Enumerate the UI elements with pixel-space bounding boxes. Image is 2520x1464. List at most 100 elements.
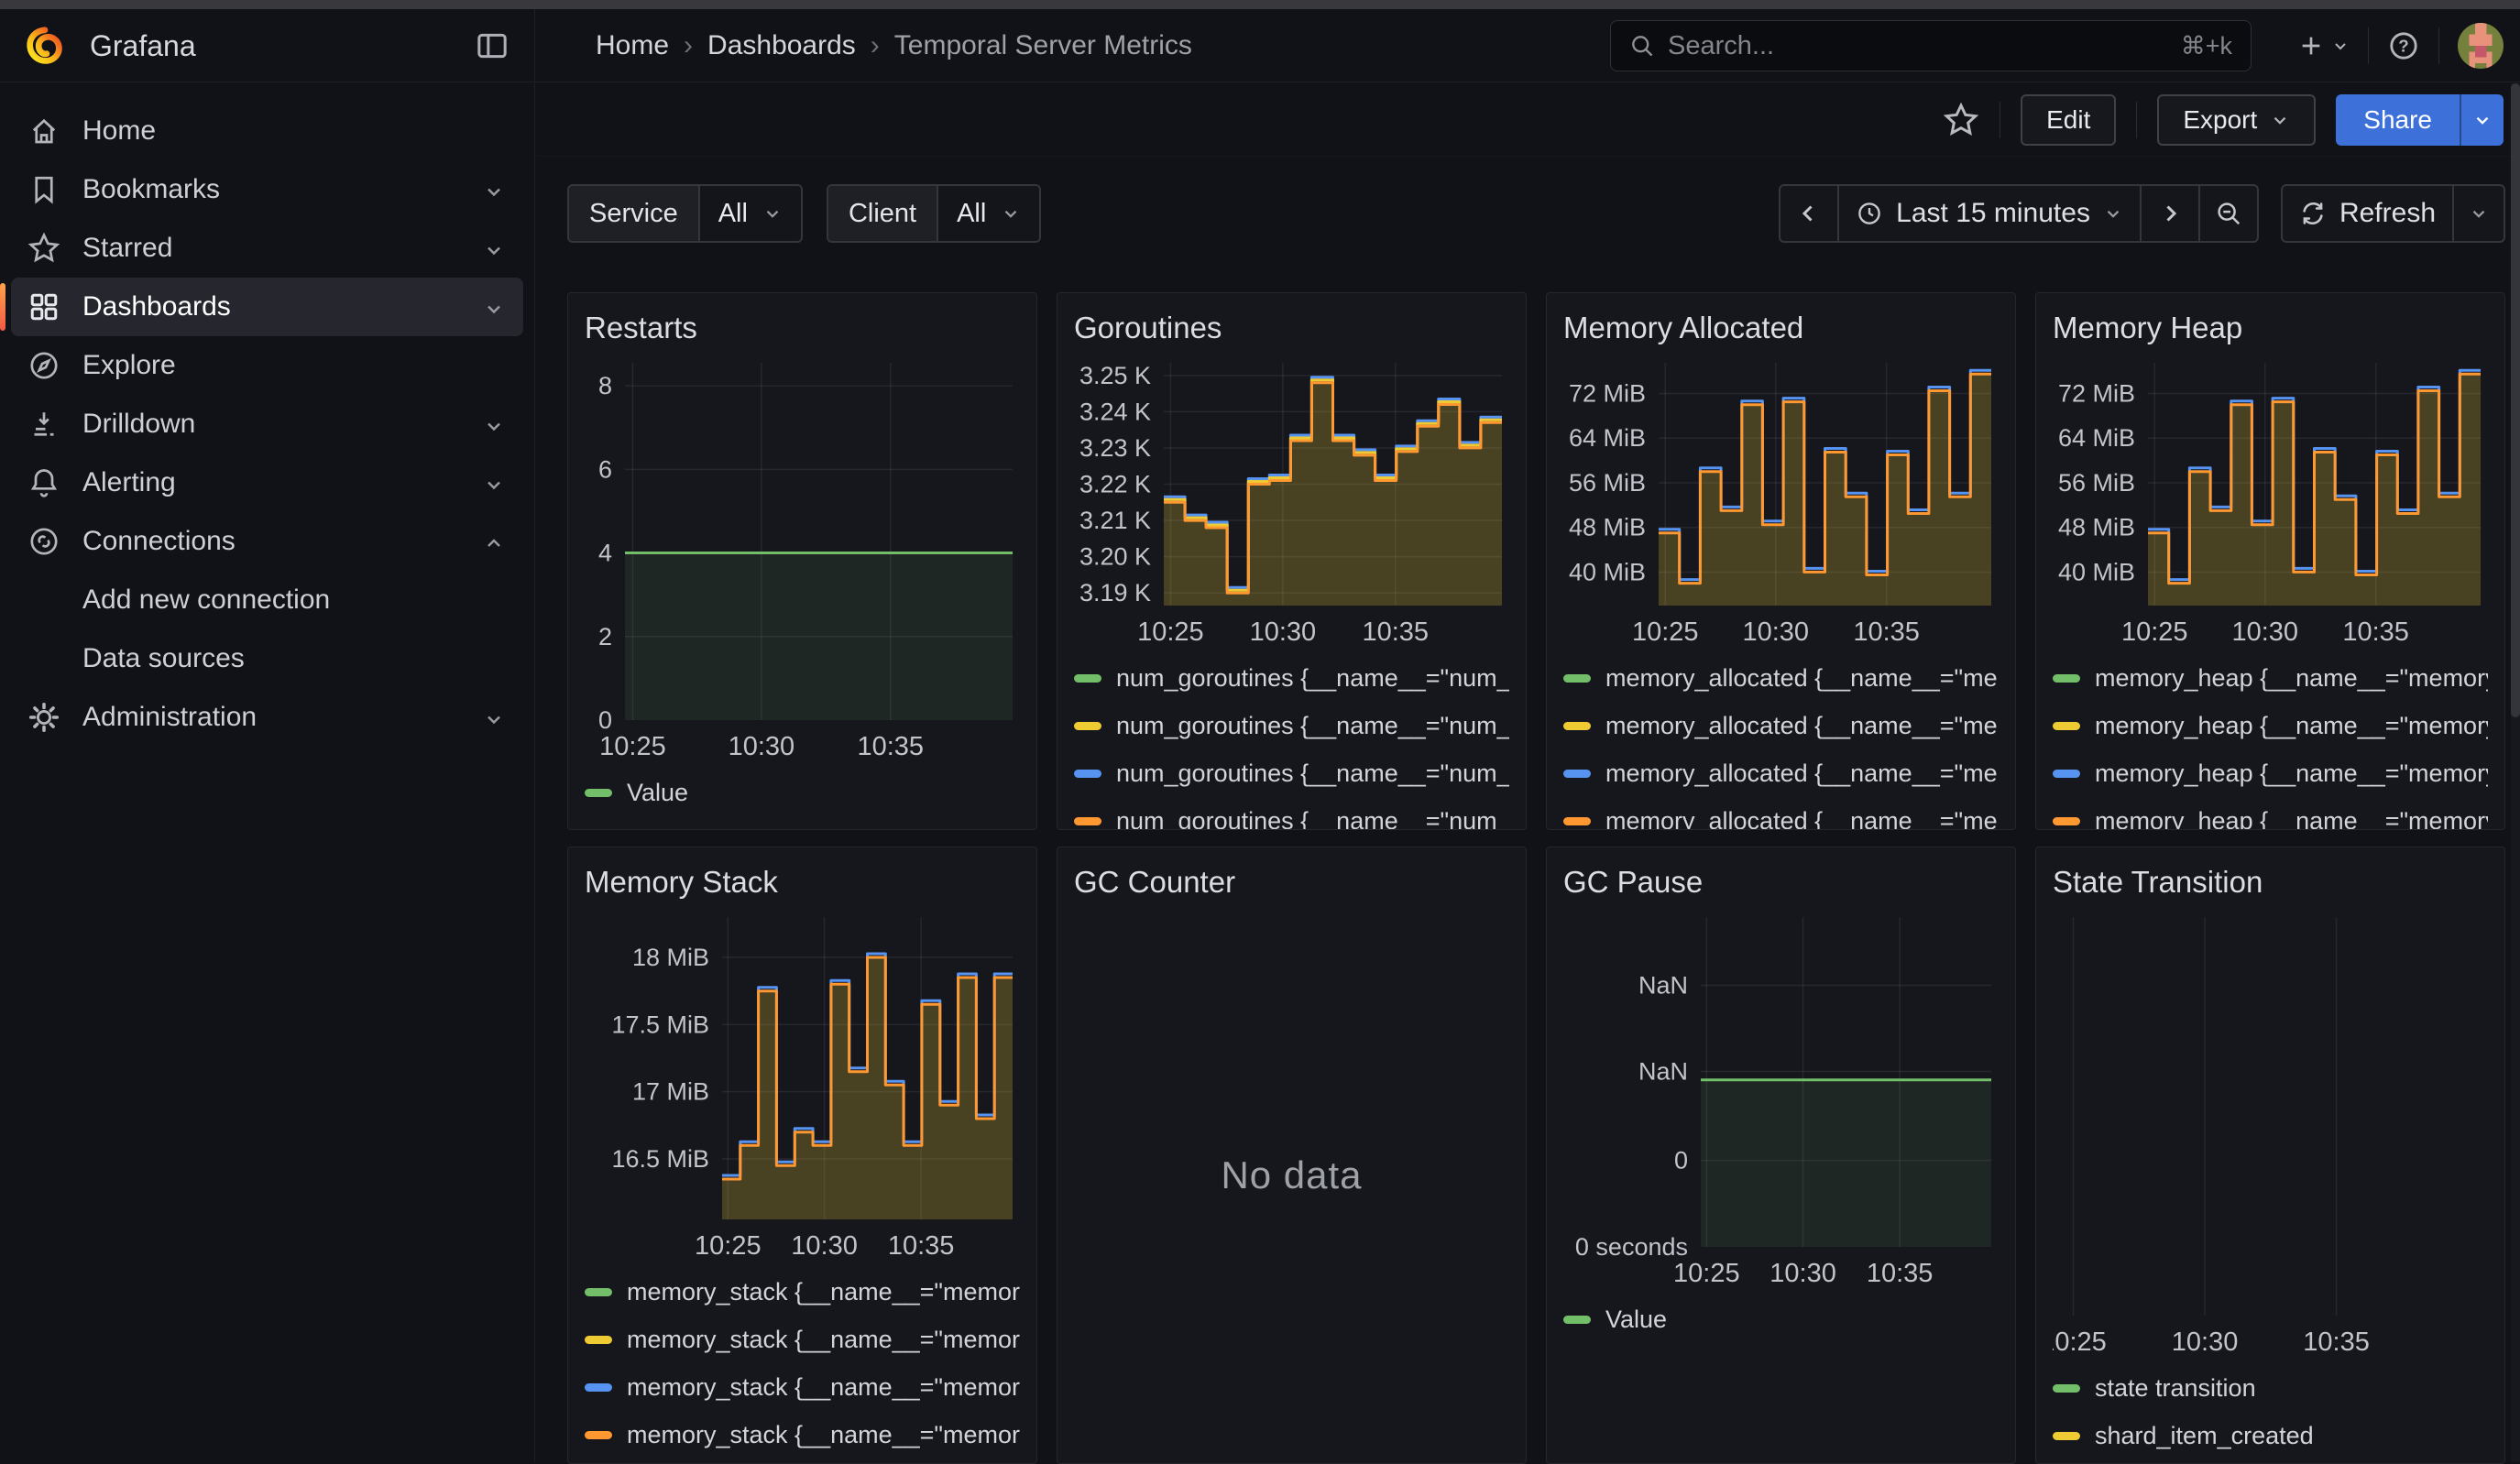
- chevron-icon[interactable]: [483, 237, 505, 259]
- service-filter[interactable]: Service All: [567, 184, 803, 243]
- panel-title[interactable]: Restarts: [585, 308, 1020, 348]
- edit-button[interactable]: Edit: [2021, 94, 2116, 146]
- sidebar-item-add-new-connection[interactable]: Add new connection: [11, 571, 523, 629]
- avatar[interactable]: [2458, 23, 2504, 69]
- time-shift-back-button[interactable]: [1780, 186, 1837, 241]
- chevron-icon[interactable]: [483, 296, 505, 318]
- sidebar-item-administration[interactable]: Administration: [11, 688, 523, 747]
- panel-title[interactable]: GC Counter: [1074, 862, 1509, 902]
- panel-chart[interactable]: 10:2510:3010:3572 MiB64 MiB56 MiB48 MiB4…: [1563, 355, 1999, 653]
- star-icon[interactable]: [1943, 102, 1979, 138]
- breadcrumb-dashboards[interactable]: Dashboards: [707, 30, 856, 61]
- home-icon: [27, 115, 60, 147]
- refresh-interval-caret[interactable]: [2452, 186, 2504, 241]
- help-icon: ?: [2387, 29, 2420, 62]
- panel-title[interactable]: GC Pause: [1563, 862, 1999, 902]
- legend-item[interactable]: memory_allocated {__name__="memory_alloc…: [1563, 805, 1999, 830]
- legend-item[interactable]: state transition: [2053, 1372, 2488, 1404]
- panel-legend: memory_heap {__name__="memory_heap" memo…: [2053, 662, 2488, 830]
- svg-text:10:30: 10:30: [729, 732, 795, 760]
- sidebar: Home Bookmarks Starred Dashboards Explor…: [0, 83, 535, 1462]
- chevron-icon[interactable]: [483, 530, 505, 552]
- panel-chart[interactable]: 10:2510:3010:35NaNNaN00 seconds: [1563, 910, 1999, 1295]
- scrollbar[interactable]: [2511, 83, 2520, 1462]
- sidebar-item-drilldown[interactable]: Drilldown: [11, 395, 523, 453]
- export-button[interactable]: Export: [2157, 94, 2316, 146]
- legend-item[interactable]: memory_heap {__name__="memory_heap": [2053, 710, 2488, 741]
- legend-item[interactable]: memory_stack {__name__="memory_stack": [585, 1276, 1020, 1307]
- svg-text:10:30: 10:30: [2172, 1327, 2239, 1356]
- legend-item[interactable]: num_goroutines {__name__="num_goroutines…: [1074, 662, 1509, 694]
- panel-title[interactable]: Memory Stack: [585, 862, 1020, 902]
- legend-item[interactable]: memory_allocated {__name__="memory_alloc…: [1563, 710, 1999, 741]
- legend-item[interactable]: Value: [585, 777, 1020, 808]
- legend-item[interactable]: memory_stack {__name__="memory_stack": [585, 1324, 1020, 1355]
- panel-chart[interactable]: 10:2510:3010:3572 MiB64 MiB56 MiB48 MiB4…: [2053, 355, 2488, 653]
- breadcrumb-separator: ›: [684, 30, 693, 61]
- svg-text:0: 0: [598, 706, 612, 734]
- chevron-icon[interactable]: [483, 179, 505, 201]
- panel-title[interactable]: Memory Heap: [2053, 308, 2488, 348]
- legend-item[interactable]: memory_allocated {__name__="memory_alloc…: [1563, 662, 1999, 694]
- sidebar-item-connections[interactable]: Connections: [11, 512, 523, 571]
- panel-chart[interactable]: 10:2510:3010:353.25 K3.24 K3.23 K3.22 K3…: [1074, 355, 1509, 653]
- refresh-group: Refresh: [2281, 184, 2505, 243]
- legend-swatch: [1563, 770, 1591, 778]
- sidebar-item-explore[interactable]: Explore: [11, 336, 523, 395]
- legend-swatch: [2053, 770, 2080, 778]
- legend-item[interactable]: Value: [1563, 1304, 1999, 1335]
- panel-chart[interactable]: 10:2510:3010:3518 MiB17.5 MiB17 MiB16.5 …: [585, 910, 1020, 1267]
- search-box[interactable]: ⌘+k: [1610, 20, 2252, 71]
- help-button[interactable]: ?: [2387, 29, 2420, 62]
- sidebar-item-starred[interactable]: Starred: [11, 219, 523, 278]
- panel-chart[interactable]: 10:2510:3010:35: [2053, 910, 2488, 1363]
- search-shortcut: ⌘+k: [2181, 32, 2232, 60]
- legend-item[interactable]: num_goroutines {__name__="num_goroutines…: [1074, 758, 1509, 789]
- panel-title[interactable]: Memory Allocated: [1563, 308, 1999, 348]
- legend-item[interactable]: shard_item_created: [2053, 1420, 2488, 1451]
- add-button[interactable]: [2296, 31, 2350, 60]
- time-shift-forward-button[interactable]: [2140, 186, 2198, 241]
- chevron-icon[interactable]: [483, 472, 505, 494]
- search-input[interactable]: [1668, 31, 2168, 61]
- legend-swatch: [585, 1336, 612, 1344]
- share-menu-caret[interactable]: [2460, 94, 2504, 146]
- sidebar-item-data-sources[interactable]: Data sources: [11, 629, 523, 688]
- scrollbar-thumb[interactable]: [2511, 83, 2520, 717]
- legend-swatch: [1074, 770, 1101, 778]
- legend-item[interactable]: memory_heap {__name__="memory_heap": [2053, 805, 2488, 830]
- svg-text:10:30: 10:30: [791, 1231, 858, 1260]
- panel-title[interactable]: Goroutines: [1074, 308, 1509, 348]
- legend-item[interactable]: memory_heap {__name__="memory_heap": [2053, 758, 2488, 789]
- chevron-left-icon: [1795, 200, 1823, 227]
- legend-item[interactable]: memory_heap {__name__="memory_heap": [2053, 662, 2488, 694]
- divider: [2136, 102, 2137, 138]
- zoom-out-button[interactable]: [2198, 186, 2257, 241]
- breadcrumb-home[interactable]: Home: [596, 30, 669, 61]
- legend-item[interactable]: memory_allocated {__name__="memory_alloc…: [1563, 758, 1999, 789]
- chevron-icon[interactable]: [483, 413, 505, 435]
- refresh-button[interactable]: Refresh: [2283, 186, 2452, 241]
- legend-swatch: [1563, 674, 1591, 683]
- active-accent-bar: [0, 283, 5, 331]
- legend-item[interactable]: num_goroutines {__name__="num_goroutines…: [1074, 710, 1509, 741]
- sidebar-toggle-icon[interactable]: [474, 27, 510, 64]
- brand-area: Grafana: [0, 9, 535, 82]
- sidebar-item-bookmarks[interactable]: Bookmarks: [11, 160, 523, 219]
- chevron-icon[interactable]: [483, 706, 505, 728]
- clock-icon: [1856, 200, 1883, 227]
- sidebar-item-label: Data sources: [82, 643, 245, 674]
- client-filter[interactable]: Client All: [827, 184, 1041, 243]
- legend-item[interactable]: memory_stack {__name__="memory_stack": [585, 1371, 1020, 1403]
- panel-chart[interactable]: 10:2510:3010:3586420: [585, 355, 1020, 768]
- sidebar-item-alerting[interactable]: Alerting: [11, 453, 523, 512]
- sidebar-item-home[interactable]: Home: [11, 102, 523, 160]
- legend-item[interactable]: num_goroutines {__name__="num_goroutines…: [1074, 805, 1509, 830]
- legend-item[interactable]: memory_stack {__name__="memory_stack": [585, 1419, 1020, 1450]
- panel-title[interactable]: State Transition: [2053, 862, 2488, 902]
- chevron-right-icon: [2156, 200, 2184, 227]
- sidebar-item-dashboards[interactable]: Dashboards: [11, 278, 523, 336]
- svg-text:40 MiB: 40 MiB: [1569, 558, 1646, 585]
- time-range-picker[interactable]: Last 15 minutes: [1837, 186, 2140, 241]
- share-button[interactable]: Share: [2336, 94, 2504, 146]
